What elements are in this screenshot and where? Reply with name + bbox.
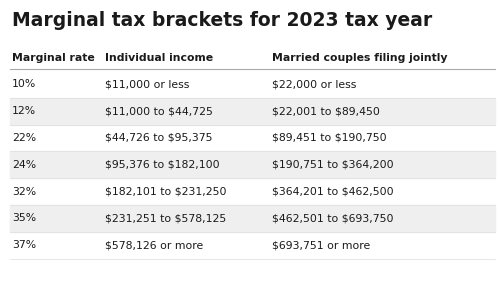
Text: Married couples filing jointly: Married couples filing jointly: [272, 53, 448, 63]
Text: \$190,751 to \$364,200: \$190,751 to \$364,200: [272, 160, 394, 170]
Text: \$462,501 to \$693,750: \$462,501 to \$693,750: [272, 213, 394, 223]
Text: \$578,126 or more: \$578,126 or more: [105, 240, 203, 250]
Text: \$693,751 or more: \$693,751 or more: [272, 240, 370, 250]
Text: \$231,251 to \$578,125: \$231,251 to \$578,125: [105, 213, 226, 223]
Text: Marginal rate: Marginal rate: [12, 53, 95, 63]
Text: \$364,201 to \$462,500: \$364,201 to \$462,500: [272, 187, 394, 197]
Text: Individual income: Individual income: [105, 53, 213, 63]
Text: \$22,001 to \$89,450: \$22,001 to \$89,450: [272, 106, 380, 116]
Text: 22%: 22%: [12, 133, 36, 143]
Text: Marginal tax brackets for 2023 tax year: Marginal tax brackets for 2023 tax year: [12, 11, 432, 30]
Text: 35%: 35%: [12, 213, 36, 223]
Text: \$22,000 or less: \$22,000 or less: [272, 80, 356, 89]
Text: \$89,451 to \$190,750: \$89,451 to \$190,750: [272, 133, 386, 143]
Bar: [10, 98, 495, 124]
Text: \$11,000 or less: \$11,000 or less: [105, 80, 190, 89]
Text: 24%: 24%: [12, 160, 36, 170]
Bar: [10, 151, 495, 178]
Text: \$44,726 to \$95,375: \$44,726 to \$95,375: [105, 133, 212, 143]
Text: \$11,000 to \$44,725: \$11,000 to \$44,725: [105, 106, 213, 116]
Bar: [10, 205, 495, 232]
Text: 10%: 10%: [12, 80, 36, 89]
Text: \$95,376 to \$182,100: \$95,376 to \$182,100: [105, 160, 220, 170]
Text: 37%: 37%: [12, 240, 36, 250]
Text: 12%: 12%: [12, 106, 36, 116]
Text: 32%: 32%: [12, 187, 36, 197]
Text: \$182,101 to \$231,250: \$182,101 to \$231,250: [105, 187, 226, 197]
